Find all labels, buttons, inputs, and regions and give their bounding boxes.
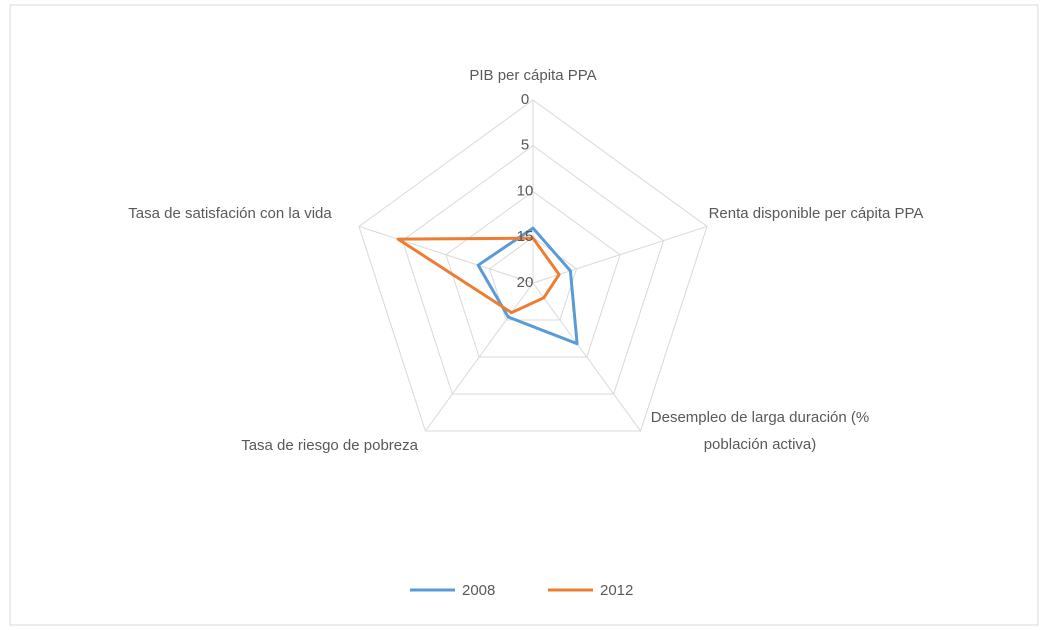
- axis-tick-label: 20: [517, 274, 534, 291]
- spoke: [358, 225, 534, 284]
- axis-tick-label: 5: [521, 137, 529, 154]
- axis-tick-label: 10: [517, 182, 534, 199]
- axis-tick-label: 15: [517, 228, 534, 245]
- grid-ring: [488, 236, 578, 321]
- series-line: [396, 236, 561, 315]
- category-label: Tasa de satisfación con la vida: [128, 205, 332, 222]
- spoke: [425, 282, 534, 432]
- grid-ring: [401, 145, 665, 395]
- legend-label: 2012: [600, 582, 633, 599]
- series-line: [476, 226, 579, 346]
- grid-ring: [445, 190, 621, 358]
- axis-tick-label: 0: [521, 91, 529, 108]
- grid-ring: [358, 99, 708, 432]
- category-label: Renta disponible per cápita PPA: [708, 205, 924, 222]
- legend-label: 2008: [462, 582, 495, 599]
- category-label: PIB per cápita PPA: [469, 67, 597, 84]
- category-label: Tasa de riesgo de pobreza: [241, 437, 418, 454]
- chart-border: [9, 4, 1039, 626]
- category-label: Desempleo de larga duración (% población…: [650, 409, 870, 453]
- spoke: [532, 282, 641, 432]
- spoke: [532, 225, 708, 284]
